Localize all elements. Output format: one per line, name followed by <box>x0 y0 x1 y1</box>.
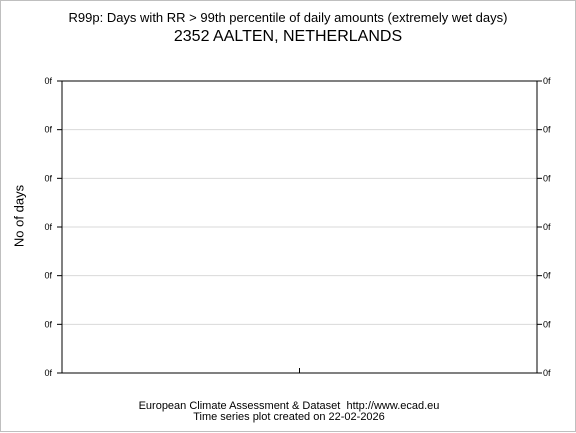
chart-title: R99p: Days with RR > 99th percentile of … <box>68 10 508 25</box>
y-tick-label-left: 0f <box>44 271 52 281</box>
y-tick-label-left: 0f <box>44 368 52 378</box>
footer-created: Time series plot created on 22-02-2026 <box>193 411 385 423</box>
y-tick-label-right: 0f <box>543 271 551 281</box>
y-tick-label-left: 0f <box>44 319 52 329</box>
footer-source: European Climate Assessment & Dataset ht… <box>138 400 440 412</box>
y-tick-label-left: 0f <box>44 76 52 86</box>
y-tick-label-right: 0f <box>543 76 551 86</box>
y-tick-label-right: 0f <box>543 222 551 232</box>
y-tick-label-right: 0f <box>543 368 551 378</box>
y-tick-label-right: 0f <box>543 173 551 183</box>
chart-subtitle: 2352 AALTEN, NETHERLANDS <box>173 28 403 45</box>
y-tick-label-left: 0f <box>44 125 52 135</box>
y-tick-label-left: 0f <box>44 222 52 232</box>
y-tick-label-right: 0f <box>543 319 551 329</box>
y-tick-label-right: 0f <box>543 125 551 135</box>
y-tick-label-left: 0f <box>44 173 52 183</box>
